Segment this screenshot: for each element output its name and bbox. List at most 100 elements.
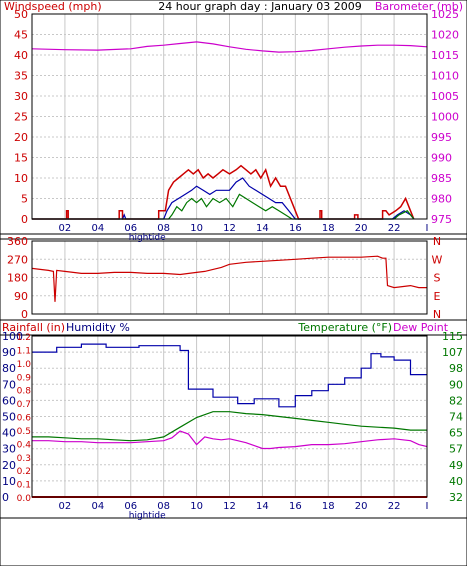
rainfall-tick-label: 1.0 <box>17 360 32 370</box>
compass-tick-label: N <box>433 308 441 321</box>
temperature-tick-label: 90 <box>449 378 463 391</box>
wind-y-label: Windspeed (mph) <box>4 0 102 13</box>
wind-x-tick-label: 04 <box>91 223 104 234</box>
wind-tick-label: 5 <box>21 193 28 206</box>
wind-x-tick-label: 12 <box>223 223 236 234</box>
humidity-tick-label: 60 <box>2 394 16 407</box>
barometer-tick-label: 1005 <box>431 90 459 103</box>
temperature-tick-label: 65 <box>449 427 463 440</box>
barometer-tick-label: 990 <box>431 152 452 165</box>
rainfall-tick-label: 0.9 <box>17 373 32 383</box>
rainfall-tick-label: 0.1 <box>17 481 31 491</box>
direction-tick-label: 180 <box>7 272 28 285</box>
humidity-tick-label: 40 <box>2 427 16 440</box>
barometer-tick-label: 1025 <box>431 8 459 21</box>
rainfall-tick-label: 0.6 <box>17 414 32 424</box>
barometer-tick-label: 985 <box>431 172 452 185</box>
temperature-y-label: Temperature (°F) <box>297 321 392 334</box>
wind-series-line <box>31 41 428 53</box>
wind-tick-label: 25 <box>14 111 28 124</box>
climate-x-tick-label: 22 <box>388 501 401 512</box>
wind-tick-label: 30 <box>14 90 28 103</box>
wind-x-tick-label: 06 <box>124 223 137 234</box>
climate-x-tick-label: I <box>426 501 429 512</box>
rainfall-tick-label: 0.8 <box>17 387 32 397</box>
temperature-tick-label: 82 <box>449 394 463 407</box>
temperature-tick-label: 49 <box>449 459 463 472</box>
rainfall-y-label: Rainfall (in) <box>2 321 65 334</box>
humidity-tick-label: 90 <box>2 346 16 359</box>
climate-panel-frame <box>31 335 428 498</box>
wind-x-tick-label: 22 <box>388 223 401 234</box>
climate-series-line <box>32 411 427 442</box>
direction-tick-label: 90 <box>14 290 28 303</box>
humidity-tick-label: 80 <box>2 362 16 375</box>
wind-x-tick-label: I <box>426 223 429 234</box>
wind-tick-label: 40 <box>14 49 28 62</box>
humidity-y-label: Humidity % <box>66 321 130 334</box>
compass-tick-label: W <box>432 253 443 266</box>
humidity-tick-label: 100 <box>2 330 23 343</box>
barometer-tick-label: 1020 <box>431 29 459 42</box>
temperature-tick-label: 115 <box>442 330 463 343</box>
climate-x-tick-label: 12 <box>223 501 236 512</box>
chart-title: 24 hour graph day : January 03 2009 <box>158 0 362 13</box>
barometer-tick-label: 975 <box>431 213 452 226</box>
temperature-tick-label: 32 <box>449 491 463 504</box>
rainfall-tick-label: 0.4 <box>17 440 32 450</box>
frames-layer <box>0 13 467 519</box>
humidity-tick-label: 30 <box>2 443 16 456</box>
wind-x-tick-label: 14 <box>256 223 269 234</box>
rainfall-tick-label: 1.2 <box>17 333 31 343</box>
direction-tick-label: 0 <box>21 308 28 321</box>
barometer-tick-label: 1010 <box>431 70 459 83</box>
climate-x-tick-label: 04 <box>91 501 104 512</box>
humidity-tick-label: 50 <box>2 411 16 424</box>
wind-x-tick-label: 08 <box>157 223 170 234</box>
wind-tick-label: 20 <box>14 131 28 144</box>
wind-x-tick-label: 16 <box>289 223 302 234</box>
climate-x-tick-label: 08 <box>157 501 170 512</box>
wind-tick-label: 15 <box>14 152 28 165</box>
direction-tick-label: 360 <box>7 235 28 248</box>
wind-series-line <box>32 193 415 220</box>
direction-panel-frame <box>31 240 428 315</box>
climate-x-tick-label: 18 <box>322 501 335 512</box>
dewpoint-y-label: Dew Point <box>393 321 449 334</box>
wind-tick-label: 35 <box>14 70 28 83</box>
wind-panel-frame <box>31 13 428 220</box>
climate-x-tick-label: 10 <box>190 501 203 512</box>
climate-x-tick-label: 02 <box>59 501 72 512</box>
text-layer: Windspeed (mph) 24 hour graph day : Janua… <box>2 0 463 521</box>
wind-series-line <box>32 164 415 220</box>
temperature-tick-label: 40 <box>449 475 463 488</box>
wind-tick-label: 50 <box>14 8 28 21</box>
barometer-y-label: Barometer (mb) <box>375 0 463 13</box>
compass-tick-label: S <box>434 272 441 285</box>
humidity-tick-label: 10 <box>2 475 16 488</box>
humidity-tick-label: 0 <box>2 491 9 504</box>
climate-x-tick-label: 14 <box>256 501 269 512</box>
humidity-tick-label: 20 <box>2 459 16 472</box>
direction-series-line <box>31 255 427 302</box>
climate-x-tick-label: 06 <box>124 501 137 512</box>
wind-tick-label: 0 <box>21 213 28 226</box>
wind-tick-label: 10 <box>14 172 28 185</box>
rainfall-tick-label: 0.0 <box>17 494 32 504</box>
climate-hightide-label: hightide <box>129 511 166 521</box>
compass-tick-label: N <box>433 235 441 248</box>
climate-series-line <box>32 343 427 408</box>
wind-x-tick-label: 20 <box>355 223 368 234</box>
temperature-tick-label: 98 <box>449 362 463 375</box>
temperature-tick-label: 107 <box>442 346 463 359</box>
rainfall-tick-label: 0.3 <box>17 454 31 464</box>
wind-x-tick-label: 10 <box>190 223 203 234</box>
compass-tick-label: E <box>434 290 441 303</box>
wind-x-tick-label: 02 <box>59 223 72 234</box>
rainfall-tick-label: 0.5 <box>17 427 31 437</box>
temperature-tick-label: 74 <box>449 411 463 424</box>
grid-layer <box>32 14 428 497</box>
rainfall-tick-label: 0.7 <box>17 400 31 410</box>
